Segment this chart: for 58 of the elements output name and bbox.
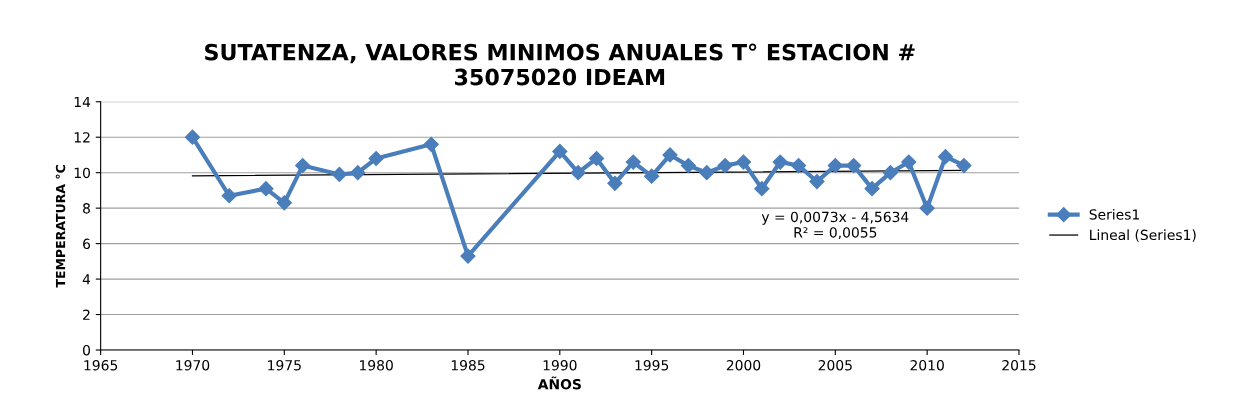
annotation: y = 0,0073x - 4,5634 R² = 0,0055: [761, 211, 909, 240]
point: [791, 158, 807, 174]
point: [644, 168, 660, 184]
y-tick-label: 2: [83, 309, 90, 320]
point: [699, 165, 715, 181]
x-tick-label: 1985: [451, 359, 485, 371]
point: [827, 158, 843, 174]
x-tick-label: 2010: [910, 359, 944, 371]
y-tick-label: 14: [74, 96, 91, 108]
point: [184, 129, 201, 145]
point: [717, 158, 733, 174]
y-tick-label: 10: [74, 167, 90, 179]
point: [570, 165, 586, 181]
point: [368, 150, 384, 167]
point: [919, 200, 935, 216]
x-tick-label: 1965: [84, 359, 118, 371]
point: [662, 147, 678, 163]
point: [460, 248, 476, 264]
point: [258, 181, 274, 197]
point: [754, 181, 770, 197]
point: [588, 150, 605, 167]
x-tick-label: 1980: [359, 359, 393, 371]
point: [607, 175, 623, 191]
point: [956, 158, 972, 174]
legend-label: Lineal (Series1): [1090, 229, 1196, 242]
y-tick-label: 6: [83, 238, 91, 250]
point: [901, 154, 917, 170]
point: [423, 136, 439, 152]
point: [625, 154, 641, 170]
point: [846, 158, 862, 174]
legend-label: Series1: [1089, 208, 1139, 220]
point: [221, 188, 237, 204]
point: [864, 181, 880, 197]
y-tick-label: 4: [82, 274, 91, 285]
x-tick-label: 1995: [635, 359, 669, 371]
point: [552, 143, 568, 159]
point: [809, 173, 825, 190]
point: [276, 195, 292, 211]
y-tick-label: 12: [74, 132, 90, 143]
chart-title: SUTATENZA, VALORES MINIMOS ANUALES T° ESTACION # 35075020 IDEAM: [205, 43, 915, 86]
y-axis-title: TEMPERATURA °C: [55, 165, 66, 288]
x-tick-label: 2015: [1002, 359, 1036, 371]
point: [350, 165, 366, 181]
y-tick-label: 8: [83, 203, 90, 214]
x-tick-label: 1970: [176, 359, 210, 371]
x-tick-label: 1975: [268, 359, 301, 371]
point: [680, 158, 696, 174]
x-axis-title: AÑOS: [537, 376, 581, 390]
x-tick-label: 2005: [818, 359, 852, 371]
x-tick-label: 1990: [543, 359, 577, 371]
point: [735, 154, 752, 170]
point: [772, 154, 788, 170]
point: [331, 166, 347, 183]
point: [295, 158, 311, 174]
point: [882, 165, 898, 181]
y-tick-label: 0: [83, 344, 90, 356]
x-tick-label: 2000: [726, 359, 761, 371]
point: [937, 149, 954, 165]
